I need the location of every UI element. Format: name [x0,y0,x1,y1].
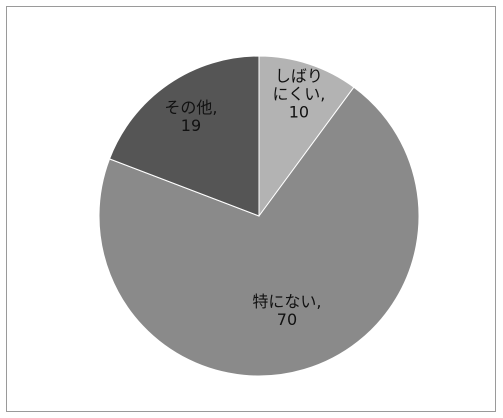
pie-chart: しばりにくい, 10 特にない, 70 その他, 19 [98,55,420,377]
data-label-1: 特にない, 70 [252,292,321,329]
data-label-2-line-0: その他, [164,98,217,117]
data-label-1-line-0: 特にない, [252,292,321,311]
data-label-1-line-1: 70 [277,310,297,329]
data-label-0-line-0: しばり [275,66,323,85]
pie-labels: しばりにくい, 10 特にない, 70 その他, 19 [164,66,325,329]
pie-slices [98,55,420,377]
pie-slice-2 [108,55,260,217]
data-label-0-line-1: にくい, [273,84,326,103]
data-label-0: しばりにくい, 10 [273,66,326,121]
pie-slice-0 [258,55,355,218]
chart-frame: しばりにくい, 10 特にない, 70 その他, 19 [6,6,496,412]
data-label-0-line-2: 10 [289,102,309,121]
data-label-2: その他, 19 [164,98,217,135]
pie-slice-1 [98,86,420,377]
data-label-2-line-1: 19 [181,116,201,135]
